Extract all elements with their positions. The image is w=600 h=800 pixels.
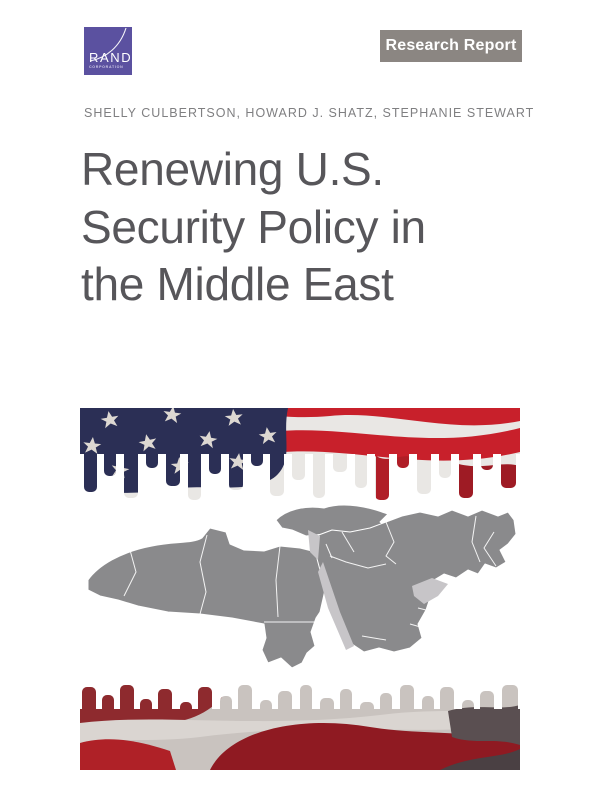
series-badge: Research Report <box>380 30 522 62</box>
logo-arc-icon <box>89 27 127 62</box>
report-title: Renewing U.S. Security Policy in the Mid… <box>81 141 551 314</box>
cover-artwork <box>80 408 520 770</box>
title-line-1: Renewing U.S. <box>81 143 384 195</box>
logo-wordmark: RAND <box>89 50 133 65</box>
rand-logo: RAND CORPORATION <box>84 27 132 75</box>
flag-top-image <box>80 408 520 500</box>
title-line-3: the Middle East <box>81 258 394 310</box>
flag-bottom-image <box>80 685 520 770</box>
title-line-2: Security Policy in <box>81 200 426 253</box>
flag-map-illustration <box>80 408 520 770</box>
mena-map-image <box>87 504 517 669</box>
series-badge-label: Research Report <box>385 37 517 54</box>
authors-line: SHELLY CULBERTSON, HOWARD J. SHATZ, STEP… <box>84 106 535 120</box>
logo-subtext: CORPORATION <box>89 65 124 69</box>
